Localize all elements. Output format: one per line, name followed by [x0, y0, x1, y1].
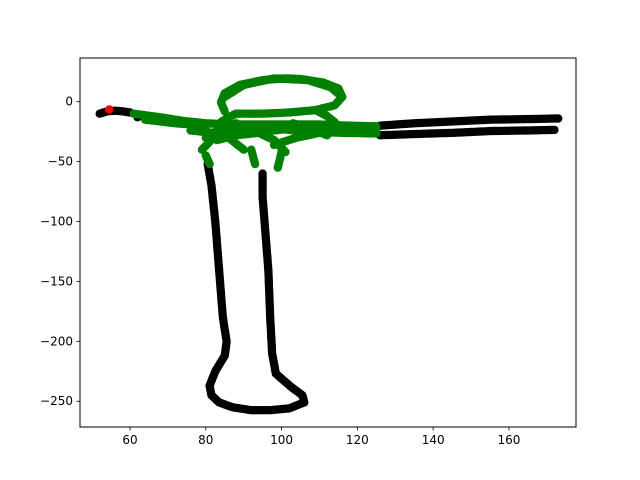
- plot-frame: [79, 57, 577, 428]
- data-point: [250, 159, 260, 169]
- data-point: [273, 163, 282, 172]
- x-tick-label: 100: [270, 433, 293, 447]
- y-tick-label: −50: [48, 155, 73, 169]
- y-tick-label: −100: [40, 215, 73, 229]
- data-point: [258, 169, 267, 178]
- x-tick-label: 160: [497, 433, 520, 447]
- data-point: [554, 114, 563, 123]
- data-point: [105, 105, 114, 114]
- data-point: [372, 125, 381, 134]
- y-tick-label: 0: [65, 95, 73, 109]
- y-tick-label: −250: [40, 394, 73, 408]
- data-point: [205, 159, 214, 169]
- data-point: [330, 117, 339, 127]
- y-tick-label: −200: [40, 334, 73, 348]
- data-point: [338, 92, 347, 102]
- data-points: [95, 74, 563, 415]
- x-axis: 60 80 100 120 140 160: [122, 427, 520, 447]
- x-tick-label: 60: [122, 433, 137, 447]
- x-tick-label: 120: [346, 433, 369, 447]
- data-point: [239, 145, 248, 154]
- data-point: [216, 117, 226, 127]
- y-axis: 0 −50 −100 −150 −200 −250: [40, 95, 80, 408]
- x-tick-label: 140: [422, 433, 445, 447]
- x-tick-label: 80: [198, 433, 213, 447]
- y-tick-label: −150: [40, 274, 73, 288]
- data-point: [292, 123, 301, 133]
- data-point: [550, 125, 559, 135]
